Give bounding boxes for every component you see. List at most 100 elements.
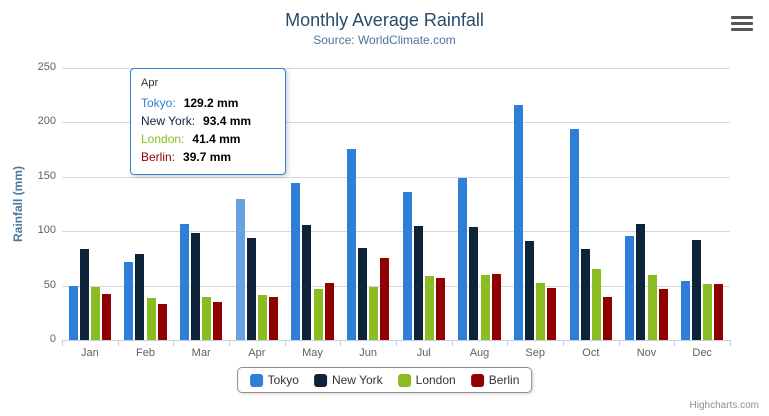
x-axis-tick xyxy=(451,341,453,346)
bar-new-york-may[interactable] xyxy=(302,224,312,340)
bar-new-york-oct[interactable] xyxy=(580,249,590,340)
plot-area xyxy=(62,68,730,340)
x-axis-tick xyxy=(618,341,620,346)
category-group-dec xyxy=(674,68,730,340)
gridline xyxy=(62,122,730,124)
bar-berlin-jun[interactable] xyxy=(380,257,390,340)
legend-item-london[interactable]: London xyxy=(397,373,456,387)
gridline xyxy=(62,68,730,69)
bar-new-york-nov[interactable] xyxy=(636,224,646,340)
bar-new-york-dec[interactable] xyxy=(692,239,702,340)
bar-london-nov[interactable] xyxy=(647,275,657,340)
bar-tokyo-dec[interactable] xyxy=(680,280,690,340)
bar-new-york-apr[interactable] xyxy=(246,238,256,340)
tooltip-series-name: London: xyxy=(141,132,185,146)
chart-subtitle: Source: WorldClimate.com xyxy=(313,33,456,47)
x-axis-tick xyxy=(507,341,509,346)
bar-berlin-feb[interactable] xyxy=(157,303,167,340)
category-group-may xyxy=(285,68,341,340)
chart-title: Monthly Average Rainfall xyxy=(285,10,484,30)
legend-item-berlin[interactable]: Berlin xyxy=(470,373,519,387)
legend-item-new-york[interactable]: New York xyxy=(313,373,383,387)
x-axis-label: Sep xyxy=(525,347,545,359)
bar-london-apr[interactable] xyxy=(257,294,267,340)
y-axis-label: 200 xyxy=(37,115,56,128)
tooltip-series-name: New York: xyxy=(141,114,196,128)
bar-new-york-aug[interactable] xyxy=(469,226,479,340)
bar-tokyo-jul[interactable] xyxy=(402,192,412,340)
category-group-nov xyxy=(619,68,675,340)
bar-tokyo-mar[interactable] xyxy=(179,224,189,340)
x-axis-label: May xyxy=(302,347,323,359)
legend-item-tokyo[interactable]: Tokyo xyxy=(249,373,299,387)
bar-london-sep[interactable] xyxy=(536,283,546,340)
tooltip-row: Tokyo: 129.2 mm xyxy=(141,94,275,112)
tooltip-series-value: 129.2 mm xyxy=(183,96,239,110)
x-axis-label: Feb xyxy=(136,347,155,359)
x-axis-label: Dec xyxy=(692,347,712,359)
bar-london-oct[interactable] xyxy=(591,269,601,340)
bar-tokyo-jun[interactable] xyxy=(346,148,356,340)
bar-berlin-nov[interactable] xyxy=(658,289,668,340)
bar-berlin-aug[interactable] xyxy=(491,274,501,340)
bar-london-mar[interactable] xyxy=(202,297,212,340)
gridline xyxy=(62,176,730,178)
bar-berlin-apr[interactable] xyxy=(269,296,279,340)
tooltip-series-value: 93.4 mm xyxy=(203,114,252,128)
tooltip-row: Berlin: 39.7 mm xyxy=(141,148,275,166)
y-axis-label: 0 xyxy=(49,333,56,345)
legend-swatch-new-york xyxy=(313,373,327,387)
x-axis-label: Jun xyxy=(359,347,378,359)
x-axis-label: Aug xyxy=(469,347,490,359)
tooltip-row: London: 41.4 mm xyxy=(141,130,275,148)
bar-berlin-sep[interactable] xyxy=(547,288,557,340)
tooltip-series-value: 41.4 mm xyxy=(192,132,241,146)
bar-new-york-jun[interactable] xyxy=(358,248,368,340)
bar-berlin-may[interactable] xyxy=(324,282,334,340)
bar-new-york-feb[interactable] xyxy=(135,254,145,340)
gridline xyxy=(62,231,730,233)
tooltip-header: Apr xyxy=(141,77,159,89)
category-group-oct xyxy=(563,68,619,340)
x-axis-tick xyxy=(396,341,397,346)
export-menu-icon[interactable] xyxy=(731,16,753,31)
bar-tokyo-sep[interactable] xyxy=(513,104,523,340)
tooltip-series-name: Tokyo: xyxy=(141,96,176,110)
x-axis-tick xyxy=(674,341,676,346)
x-axis-tick xyxy=(563,341,564,346)
credits-link[interactable]: Highcharts.com xyxy=(689,400,759,411)
bar-tokyo-jan[interactable] xyxy=(68,285,78,340)
bar-berlin-mar[interactable] xyxy=(213,302,223,340)
category-group-feb xyxy=(118,68,174,340)
bar-berlin-dec[interactable] xyxy=(714,284,724,340)
gridline xyxy=(62,285,730,287)
bar-new-york-jul[interactable] xyxy=(413,225,423,340)
x-axis-line xyxy=(62,340,731,341)
bar-london-dec[interactable] xyxy=(703,284,713,340)
bar-tokyo-apr[interactable] xyxy=(235,199,245,340)
bar-london-aug[interactable] xyxy=(480,275,490,340)
bar-tokyo-oct[interactable] xyxy=(569,128,579,340)
bar-london-jul[interactable] xyxy=(424,275,434,340)
bar-new-york-mar[interactable] xyxy=(191,232,201,340)
bar-new-york-jan[interactable] xyxy=(79,249,89,340)
bar-london-feb[interactable] xyxy=(146,297,156,340)
bar-berlin-jul[interactable] xyxy=(436,277,446,340)
bar-tokyo-feb[interactable] xyxy=(124,262,134,340)
bar-london-jun[interactable] xyxy=(369,287,379,340)
bar-berlin-jan[interactable] xyxy=(102,293,112,340)
bar-tokyo-nov[interactable] xyxy=(625,236,635,340)
bar-berlin-oct[interactable] xyxy=(603,297,613,340)
legend-swatch-berlin xyxy=(470,373,484,387)
x-axis-tick xyxy=(730,341,731,346)
category-group-mar xyxy=(173,68,229,340)
tooltip-series-value: 39.7 mm xyxy=(183,150,232,164)
legend-label: Tokyo xyxy=(267,373,299,387)
bar-london-may[interactable] xyxy=(313,288,323,340)
bar-new-york-sep[interactable] xyxy=(525,240,535,340)
bar-tokyo-may[interactable] xyxy=(291,183,301,340)
bar-tokyo-aug[interactable] xyxy=(458,178,468,340)
x-axis-label: Apr xyxy=(248,347,266,359)
bar-london-jan[interactable] xyxy=(90,286,100,340)
